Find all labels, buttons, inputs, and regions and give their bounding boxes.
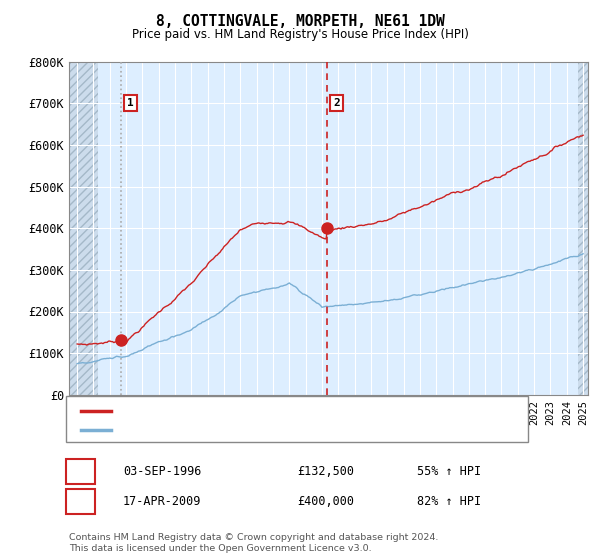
- Text: 8, COTTINGVALE, MORPETH, NE61 1DW: 8, COTTINGVALE, MORPETH, NE61 1DW: [155, 14, 445, 29]
- Text: 1: 1: [77, 465, 84, 478]
- Text: £400,000: £400,000: [297, 494, 354, 508]
- Text: 82% ↑ HPI: 82% ↑ HPI: [417, 494, 481, 508]
- Text: Contains HM Land Registry data © Crown copyright and database right 2024.
This d: Contains HM Land Registry data © Crown c…: [69, 533, 439, 553]
- Bar: [578, 62, 588, 395]
- Text: 1: 1: [127, 98, 134, 108]
- Text: 2: 2: [77, 494, 84, 508]
- Text: HPI: Average price, detached house, Northumberland: HPI: Average price, detached house, Nort…: [117, 424, 430, 435]
- Text: 55% ↑ HPI: 55% ↑ HPI: [417, 465, 481, 478]
- Text: 2: 2: [333, 98, 340, 108]
- Bar: [69, 62, 98, 395]
- Text: 03-SEP-1996: 03-SEP-1996: [123, 465, 202, 478]
- Text: 17-APR-2009: 17-APR-2009: [123, 494, 202, 508]
- Text: 8, COTTINGVALE, MORPETH, NE61 1DW (detached house): 8, COTTINGVALE, MORPETH, NE61 1DW (detac…: [117, 405, 430, 416]
- Text: Price paid vs. HM Land Registry's House Price Index (HPI): Price paid vs. HM Land Registry's House …: [131, 28, 469, 41]
- Text: £132,500: £132,500: [297, 465, 354, 478]
